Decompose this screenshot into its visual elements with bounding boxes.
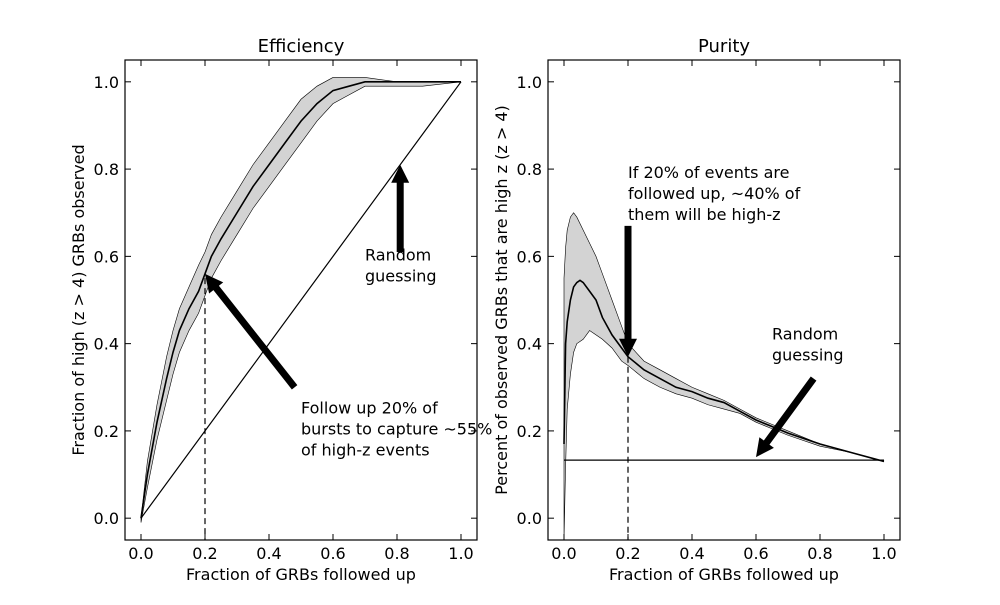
y-tick-label: 0.8	[517, 160, 542, 179]
x-tick-label: 1.0	[871, 544, 896, 563]
x-tick-label: 0.8	[807, 544, 832, 563]
annotation-line: Random	[365, 246, 431, 265]
x-tick-label: 0.2	[192, 544, 217, 563]
x-tick-label: 0.0	[551, 544, 576, 563]
x-tick-label: 0.6	[743, 544, 768, 563]
confidence-band	[140, 77, 462, 523]
x-tick-label: 0.4	[679, 544, 704, 563]
y-axis-label: Fraction of high (z > 4) GRBs observed	[69, 144, 88, 455]
y-tick-label: 0.0	[517, 509, 542, 528]
y-tick-label: 0.8	[94, 160, 119, 179]
y-tick-label: 0.2	[517, 422, 542, 441]
y-tick-label: 0.2	[94, 422, 119, 441]
x-tick-label: 0.0	[128, 544, 153, 563]
y-tick-label: 0.6	[517, 247, 542, 266]
chart-panel-efficiency: 0.0 0.2 0.4 0.6 0.8 1.0 0.0 0.2 0.4 0.6 0.8 1.0 Effi…	[69, 36, 492, 584]
x-tick-label: 0.6	[320, 544, 345, 563]
y-axis-label: Percent of observed GRBs that are high z…	[492, 105, 511, 495]
chart-title: Purity	[698, 36, 750, 57]
axes-frame	[124, 59, 478, 541]
y-tick-label: 0.0	[94, 509, 119, 528]
annotation-line: them will be high-z	[628, 205, 781, 224]
annotation-text: If 20% of events are followed up, ~40% of…	[628, 163, 801, 224]
x-axis-label: Fraction of GRBs followed up	[186, 565, 416, 584]
annotation-line: If 20% of events are	[628, 163, 789, 182]
annotation-text: Follow up 20% of bursts to capture ~55% of…	[301, 398, 492, 459]
annotation-arrow	[391, 164, 410, 252]
annotation-text: Random guessing	[365, 246, 437, 286]
axes-frame	[547, 59, 901, 541]
annotation-arrow	[205, 273, 298, 390]
y-tick-label: 1.0	[94, 73, 119, 92]
plot-area	[140, 77, 462, 540]
random-guessing-line	[140, 81, 462, 519]
x-axis-label: Fraction of GRBs followed up	[609, 565, 839, 584]
annotation-text: Random guessing	[772, 324, 844, 364]
y-tick-label: 0.4	[94, 335, 119, 354]
chart-panel-purity: 0.0 0.2 0.4 0.6 0.8 1.0 0.0 0.2 0.4 0.6 0.8 1.0 Puri…	[492, 36, 901, 584]
x-tick-label: 1.0	[448, 544, 473, 563]
annotation-line: Follow up 20% of	[301, 398, 438, 417]
annotation-line: bursts to capture ~55%	[301, 419, 492, 438]
y-tick-label: 0.6	[94, 247, 119, 266]
x-tick-label: 0.2	[615, 544, 640, 563]
chart-title: Efficiency	[258, 36, 345, 57]
annotation-line: Random	[772, 324, 838, 343]
annotation-line: guessing	[365, 267, 437, 286]
annotation-arrow	[619, 225, 637, 357]
plot-area	[563, 212, 885, 540]
y-tick-label: 0.4	[517, 335, 542, 354]
mean-curve	[140, 81, 461, 519]
y-tick-label: 1.0	[517, 73, 542, 92]
annotation-line: guessing	[772, 345, 844, 364]
confidence-band	[563, 212, 885, 540]
x-tick-label: 0.4	[256, 544, 281, 563]
annotation-line: followed up, ~40% of	[628, 184, 801, 203]
x-tick-label: 0.8	[384, 544, 409, 563]
annotation-arrow	[756, 376, 817, 458]
annotation-line: of high-z events	[301, 440, 430, 459]
